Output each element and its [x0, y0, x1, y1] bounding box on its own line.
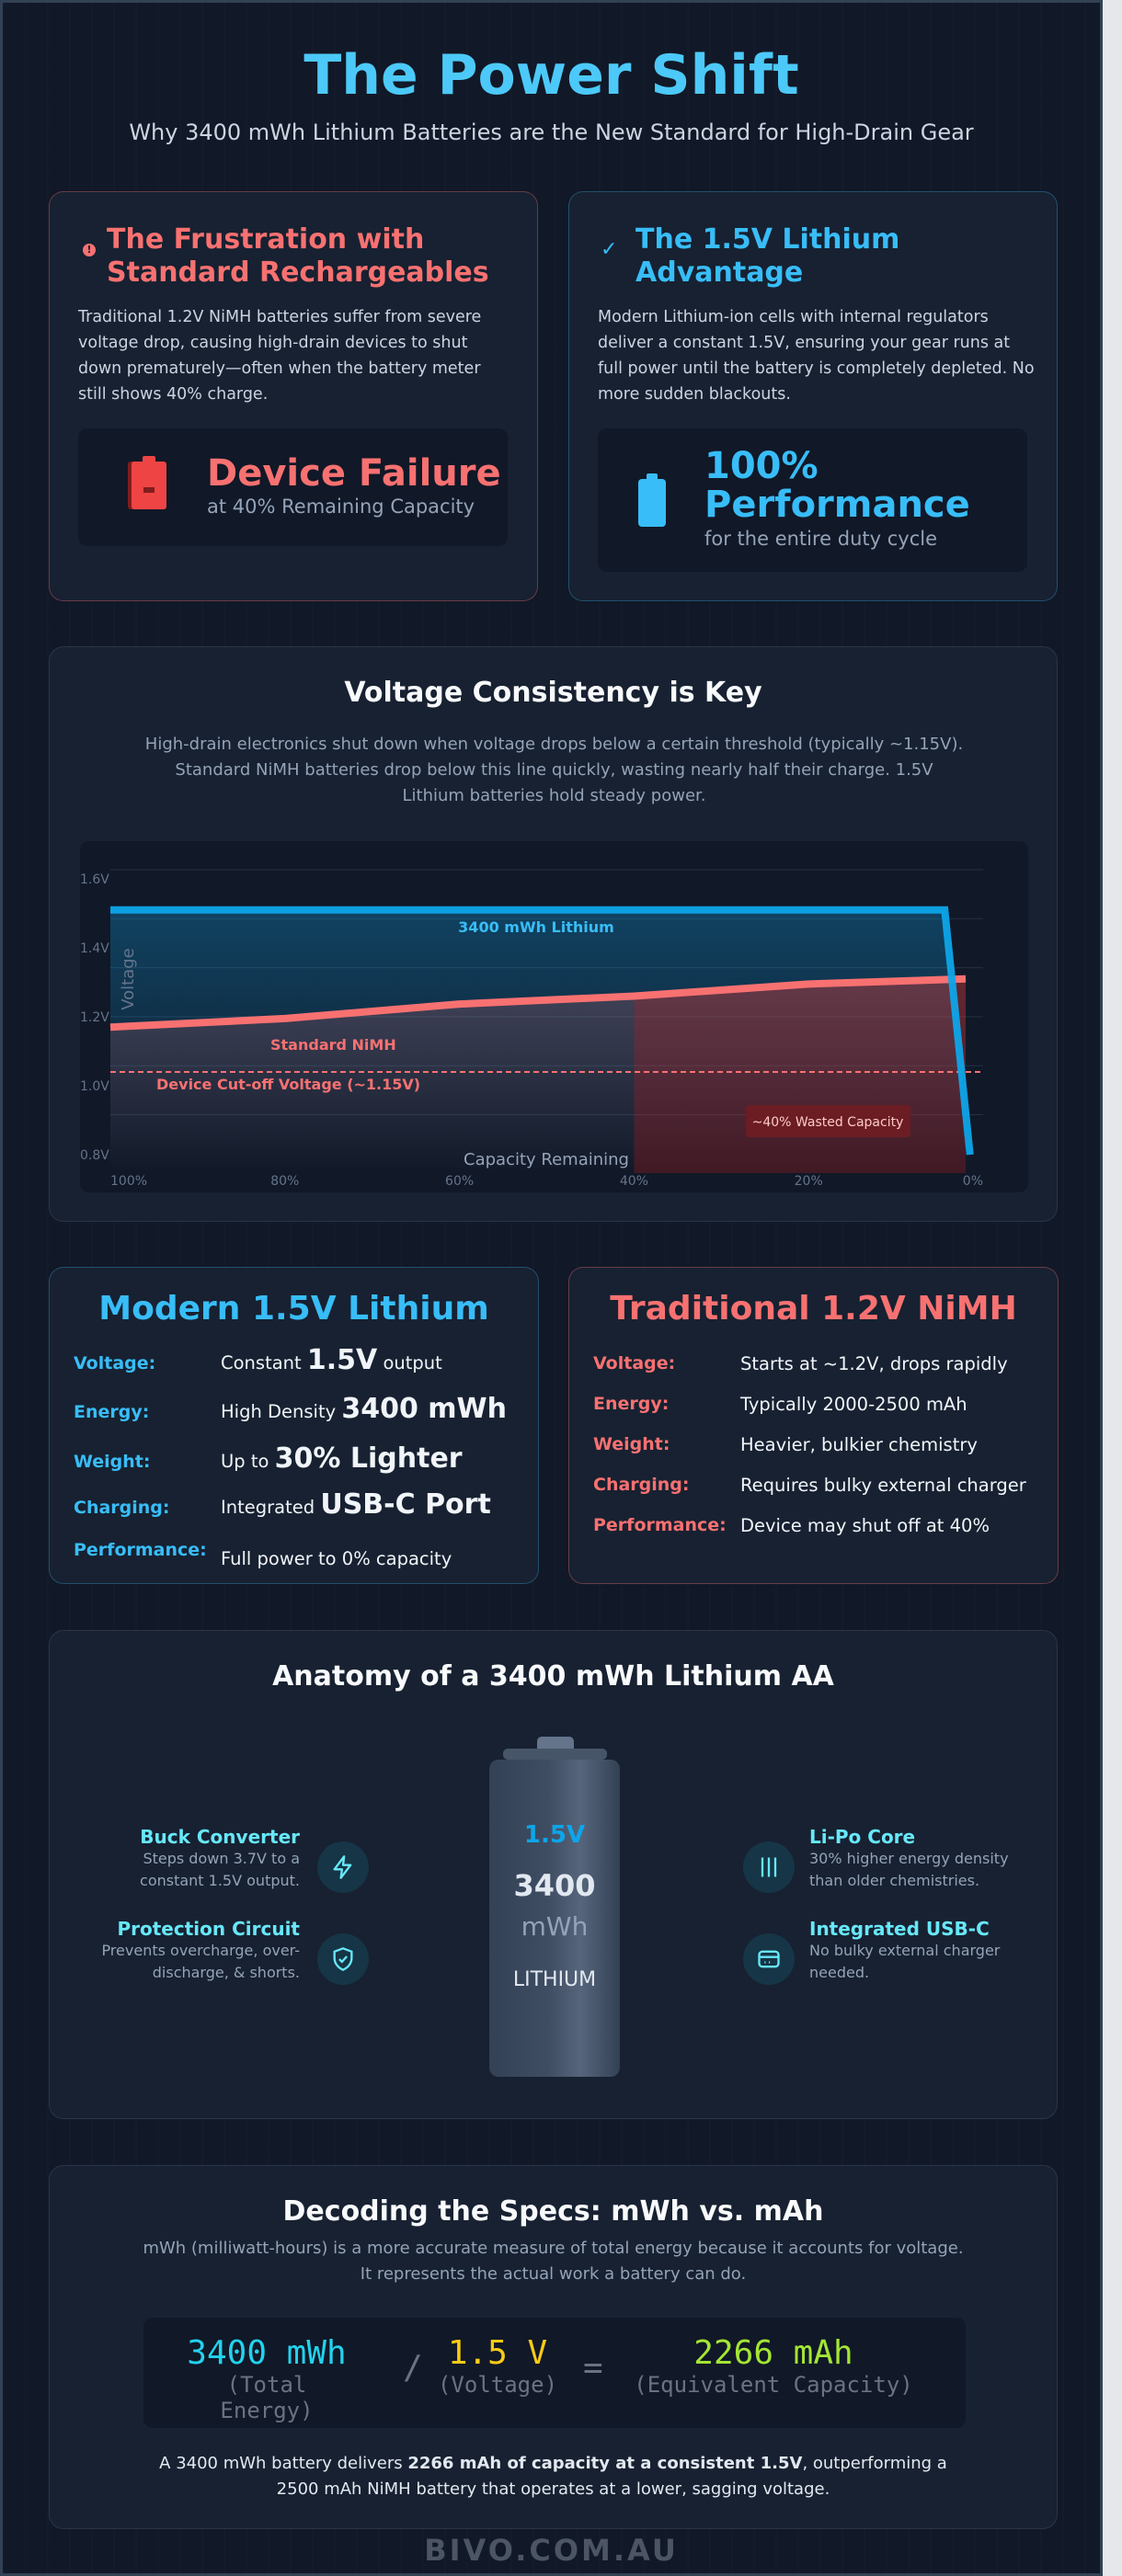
- solution-title: The 1.5V Lithium Advantage: [635, 223, 900, 289]
- lithium-series-label: 3400 mWh Lithium: [458, 918, 614, 936]
- y-tick-label: 1.6V: [80, 872, 109, 887]
- x-tick-label: 80%: [270, 1174, 299, 1189]
- nimh-row-label: Voltage:: [593, 1353, 676, 1373]
- y-axis-label: Voltage: [119, 948, 138, 1010]
- lithium-row-label: Charging:: [74, 1498, 170, 1518]
- lithium-row-value: Integrated USB-C Port: [221, 1488, 491, 1521]
- device-failure-stat: Device Failure: [207, 452, 501, 495]
- problem-title: The Frustration with Standard Rechargeabl…: [107, 223, 489, 289]
- specs-section: Decoding the Specs: mWh vs. mAh mWh (mil…: [49, 2165, 1058, 2529]
- wasted-label: ~40% Wasted Capacity: [752, 1115, 904, 1130]
- anatomy-title: Anatomy of a 3400 mWh Lithium AA: [272, 1660, 834, 1693]
- lightning-icon: [317, 1841, 369, 1893]
- feature-item: Protection Circuit Prevents overcharge, …: [101, 1918, 300, 1981]
- performance-box: 100% Performance for the entire duty cycl…: [598, 428, 1027, 572]
- battery-low-icon: [128, 456, 170, 509]
- energy-term: 3400 mWh (Total Energy): [187, 2334, 347, 2423]
- lithium-row-label: Performance:: [74, 1540, 207, 1560]
- battery-voltage: 1.5V: [523, 1821, 586, 1849]
- lithium-row-value: High Density 3400 mWh: [221, 1393, 508, 1425]
- x-tick-label: 20%: [795, 1174, 823, 1189]
- nimh-row-label: Weight:: [593, 1434, 670, 1454]
- problem-card: ! The Frustration with Standard Rechargea…: [49, 191, 538, 601]
- nimh-row-value: Requires bulky external charger: [740, 1475, 1026, 1496]
- solution-body: Modern Lithium-ion cells with internal r…: [598, 308, 1035, 404]
- problem-body: Traditional 1.2V NiMH batteries suffer f…: [78, 308, 482, 404]
- equals-sign: =: [583, 2349, 603, 2387]
- device-failure-box: Device Failure at 40% Remaining Capacity: [78, 428, 508, 546]
- lithium-row-label: Voltage:: [74, 1353, 156, 1373]
- feature-item: Integrated USB-C No bulky external charg…: [809, 1918, 1001, 1981]
- x-tick-label: 100%: [110, 1174, 147, 1189]
- battery-type: LITHIUM: [512, 1968, 597, 1991]
- performance-stat: 100% Performance: [704, 445, 970, 526]
- specs-desc-2: It represents the actual work a battery …: [360, 2264, 747, 2284]
- footer-brand: BIVO.COM.AU: [424, 2533, 679, 2568]
- feature-item: Buck Converter Steps down 3.7V to a const…: [140, 1826, 300, 1889]
- specs-desc-1: mWh (milliwatt-hours) is a more accurate…: [143, 2239, 964, 2258]
- wasted-label-box: [746, 1105, 910, 1137]
- lithium-row-value: Constant 1.5V output: [221, 1344, 442, 1376]
- nimh-row-value: Heavier, bulkier chemistry: [740, 1434, 978, 1455]
- performance-sub: for the entire duty cycle: [704, 528, 938, 550]
- battery-diagram: 1.5V 3400 mWh LITHIUM: [489, 1737, 620, 2077]
- y-tick-label: 1.4V: [80, 941, 109, 956]
- device-failure-sub: at 40% Remaining Capacity: [207, 496, 475, 518]
- nimh-line: [109, 975, 967, 1032]
- x-tick-label: 60%: [445, 1174, 474, 1189]
- shield-check-icon: [317, 1933, 369, 1985]
- nimh-row-value: Device may shut off at 40%: [740, 1515, 990, 1536]
- alert-icon: !: [83, 244, 96, 256]
- lithium-row-value: Full power to 0% capacity: [221, 1548, 452, 1569]
- page-title: The Power Shift: [303, 43, 799, 108]
- page-subtitle: Why 3400 mWh Lithium Batteries are the N…: [129, 120, 974, 145]
- check-icon: ✓: [601, 238, 618, 261]
- y-tick-label: 1.2V: [80, 1010, 109, 1025]
- battery-capacity: 3400: [513, 1868, 596, 1903]
- x-axis-label: Capacity Remaining: [464, 1150, 629, 1169]
- voltage-desc: High-drain electronics shut down when vo…: [144, 735, 964, 805]
- lithium-row-value: Up to 30% Lighter: [221, 1442, 463, 1475]
- nimh-series-label: Standard NiMH: [270, 1036, 396, 1054]
- lithium-card-title: Modern 1.5V Lithium: [98, 1290, 489, 1328]
- wasted-capacity-region: [634, 978, 967, 1173]
- x-tick-label: 0%: [963, 1174, 983, 1189]
- y-tick-label: 1.0V: [80, 1079, 109, 1094]
- cells-icon: [743, 1841, 795, 1893]
- battery-unit: mWh: [521, 1911, 589, 1942]
- voltage-term: 1.5 V (Voltage): [437, 2334, 558, 2398]
- solution-card: ✓ The 1.5V Lithium Advantage Modern Lithi…: [568, 191, 1058, 601]
- voltage-chart: 1.6V 1.4V 1.2V 1.0V 0.8V 100% 80% 60% 40% 20% 0% 34…: [80, 841, 1028, 1192]
- formula-box: 3400 mWh (Total Energy) / 1.5 V (Voltage) …: [143, 2318, 966, 2428]
- lithium-row-label: Energy:: [74, 1402, 150, 1422]
- nimh-row-label: Performance:: [593, 1515, 727, 1535]
- nimh-row-label: Energy:: [593, 1394, 670, 1414]
- voltage-section: Voltage Consistency is Key High-drain el…: [49, 646, 1058, 1222]
- nimh-card: Traditional 1.2V NiMH Voltage: Starts at…: [568, 1267, 1059, 1584]
- capacity-term: 2266 mAh (Equivalent Capacity): [634, 2334, 913, 2398]
- divide-sign: /: [403, 2349, 423, 2387]
- usb-port-icon: [743, 1933, 795, 1985]
- nimh-row-label: Charging:: [593, 1475, 690, 1495]
- nimh-row-value: Starts at ~1.2V, drops rapidly: [740, 1353, 1008, 1374]
- x-tick-label: 40%: [620, 1174, 648, 1189]
- nimh-card-title: Traditional 1.2V NiMH: [610, 1290, 1017, 1328]
- battery-full-icon: [638, 473, 666, 527]
- nimh-row-value: Typically 2000-2500 mAh: [740, 1394, 967, 1415]
- feature-item: Li-Po Core 30% higher energy density than…: [809, 1826, 1009, 1889]
- voltage-title: Voltage Consistency is Key: [344, 677, 762, 709]
- y-tick-label: 0.8V: [80, 1148, 109, 1163]
- specs-note: A 3400 mWh battery delivers 2266 mAh of …: [159, 2454, 947, 2499]
- anatomy-section: Anatomy of a 3400 mWh Lithium AA 1.5V 34…: [49, 1630, 1058, 2119]
- cutoff-label: Device Cut-off Voltage (~1.15V): [156, 1076, 420, 1093]
- specs-title: Decoding the Specs: mWh vs. mAh: [282, 2195, 824, 2228]
- lithium-line: [110, 906, 974, 1156]
- lithium-row-label: Weight:: [74, 1452, 151, 1472]
- lithium-card: Modern 1.5V Lithium Voltage: Constant 1.…: [49, 1267, 539, 1584]
